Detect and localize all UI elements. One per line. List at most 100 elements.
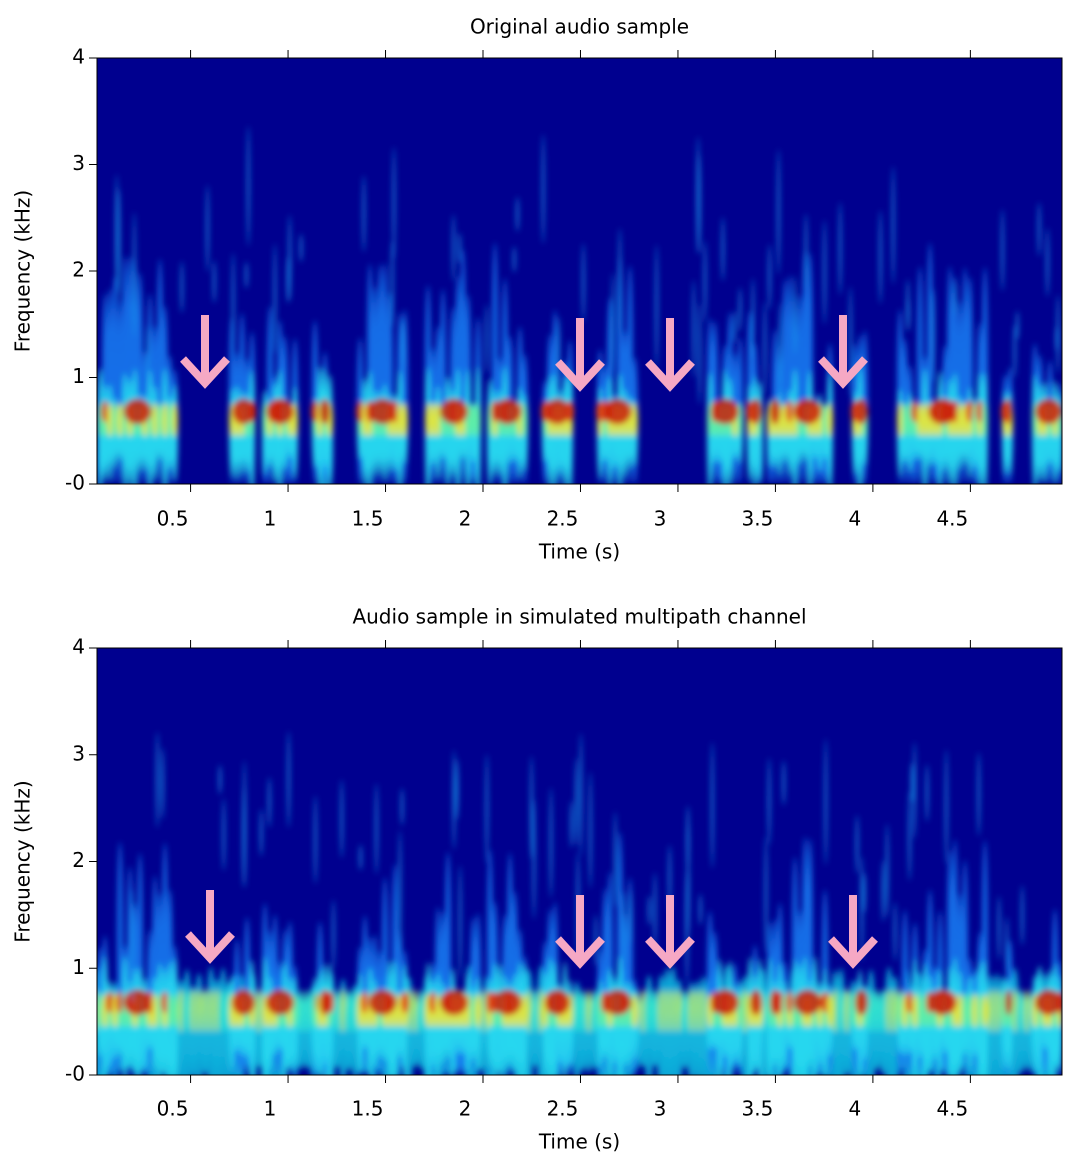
spectrogram-energy xyxy=(242,760,246,889)
spectrogram-energy xyxy=(711,398,739,425)
spectrogram-energy xyxy=(767,757,771,846)
spectrogram-energy xyxy=(763,301,767,396)
spectrogram-energy xyxy=(579,732,583,858)
spectrogram-energy xyxy=(855,814,859,874)
spectrogram-energy xyxy=(698,893,702,926)
spectrogram-energy xyxy=(286,256,290,304)
spectrogram-energy xyxy=(906,298,910,332)
y-axis-label: Frequency (kHz) xyxy=(11,190,35,352)
spectrogram-energy xyxy=(361,991,369,1014)
spectrogram-energy xyxy=(152,403,158,438)
spectrogram-energy xyxy=(146,325,150,378)
spectrogram-energy xyxy=(721,216,725,282)
spectrogram-energy xyxy=(782,760,786,806)
spectrogram-energy xyxy=(1035,398,1062,425)
spectrogram-energy xyxy=(123,398,152,425)
spectrogram-energy xyxy=(696,136,700,254)
spectrogram-energy xyxy=(655,244,659,369)
spectrogram-energy xyxy=(401,991,409,1014)
spectrogram-energy xyxy=(972,993,978,1029)
spectrogram-energy xyxy=(768,244,772,311)
spectrogram-energy xyxy=(545,989,570,1016)
spectrogram-energy xyxy=(908,790,912,881)
spectrogram-energy xyxy=(246,125,250,247)
spectrogram-energy xyxy=(458,232,462,264)
spectrogram-energy xyxy=(632,993,638,1029)
spectrogram-energy xyxy=(804,213,808,290)
spectrogram-energy xyxy=(703,240,707,323)
x-tick-label: 4 xyxy=(849,507,862,531)
spectrogram-energy xyxy=(522,993,528,1029)
spectrogram-energy xyxy=(824,738,828,866)
spectrogram-energy xyxy=(435,403,441,438)
spectrogram-energy xyxy=(928,989,957,1016)
spectrogram-energy xyxy=(821,991,829,1014)
spectrogram-energy xyxy=(855,398,868,425)
spectrogram-energy xyxy=(231,252,235,356)
spectrogram-energy xyxy=(362,175,366,253)
spectrogram-energy xyxy=(440,989,468,1016)
spectrogram-energy xyxy=(267,776,271,828)
spectrogram-energy xyxy=(855,989,868,1016)
spectrogram-energy xyxy=(232,989,255,1016)
spectrogram-energy xyxy=(977,993,983,1029)
spectrogram-energy xyxy=(485,753,489,864)
y-axis-label: Frequency (kHz) xyxy=(11,780,35,942)
spectrogram-energy xyxy=(603,989,632,1016)
spectrogram-energy xyxy=(1020,885,1024,946)
spectrogram-energy xyxy=(738,287,742,333)
spectrogram-texture xyxy=(97,731,1062,1075)
spectrogram-energy xyxy=(429,991,437,1014)
spectrogram-energy xyxy=(398,829,402,956)
spectrogram-energy xyxy=(838,201,842,296)
spectrogram-energy xyxy=(1005,916,1009,977)
spectrogram-energy xyxy=(917,403,923,438)
spectrogram-energy xyxy=(266,398,294,425)
spectrogram-energy xyxy=(161,747,165,820)
spectrogram-energy xyxy=(452,214,456,282)
spectrogram-energy xyxy=(157,403,163,438)
spectrogram-energy xyxy=(603,398,632,425)
annotation-arrow xyxy=(185,890,235,964)
spectrogram-energy xyxy=(368,989,397,1016)
spectrogram-energy xyxy=(618,227,622,337)
spectrogram-energy xyxy=(172,403,178,438)
spectrogram-energy xyxy=(475,403,481,438)
spectrogram-energy xyxy=(458,865,462,980)
x-tick-label: 0.5 xyxy=(157,1097,189,1121)
x-tick-label: 4 xyxy=(849,1097,862,1121)
spectrogram-energy xyxy=(130,889,134,1004)
chart-title: Original audio sample xyxy=(470,15,689,39)
x-tick-label: 3.5 xyxy=(742,1097,774,1121)
spectrogram-energy xyxy=(569,800,573,849)
spectrogram-energy xyxy=(944,749,948,865)
spectrogram-energy xyxy=(152,993,158,1029)
spectrogram-energy xyxy=(793,398,822,425)
x-tick-label: 2 xyxy=(459,1097,472,1121)
spectrogram-energy xyxy=(107,403,113,438)
spectrogram-energy xyxy=(541,134,545,245)
annotation-arrow xyxy=(180,315,230,389)
spectrogram-energy xyxy=(982,403,988,438)
x-tick-label: 4.5 xyxy=(936,507,968,531)
spectrogram-energy xyxy=(977,752,981,837)
spectrogram-energy xyxy=(161,991,169,1014)
spectrogram-energy xyxy=(750,398,762,425)
x-tick-label: 3 xyxy=(654,507,667,531)
spectrogram-energy xyxy=(885,823,889,918)
spectrogram-energy xyxy=(611,272,615,377)
spectrogram-energy xyxy=(881,859,885,923)
spectrogram-energy xyxy=(997,895,1001,961)
spectrogram-energy xyxy=(893,901,897,962)
spectrogram-energy xyxy=(232,398,255,425)
annotation-arrow xyxy=(645,895,695,969)
spectrogram-energy xyxy=(911,400,919,423)
spectrogram-energy xyxy=(786,991,794,1014)
spectrogram-energy xyxy=(470,403,476,438)
spectrogram-energy xyxy=(532,798,536,920)
y-tick-label: 4 xyxy=(72,45,85,69)
spectrogram-energy xyxy=(1005,398,1012,425)
spectrogram-energy xyxy=(957,403,963,438)
spectrogram-energy xyxy=(1056,294,1060,374)
